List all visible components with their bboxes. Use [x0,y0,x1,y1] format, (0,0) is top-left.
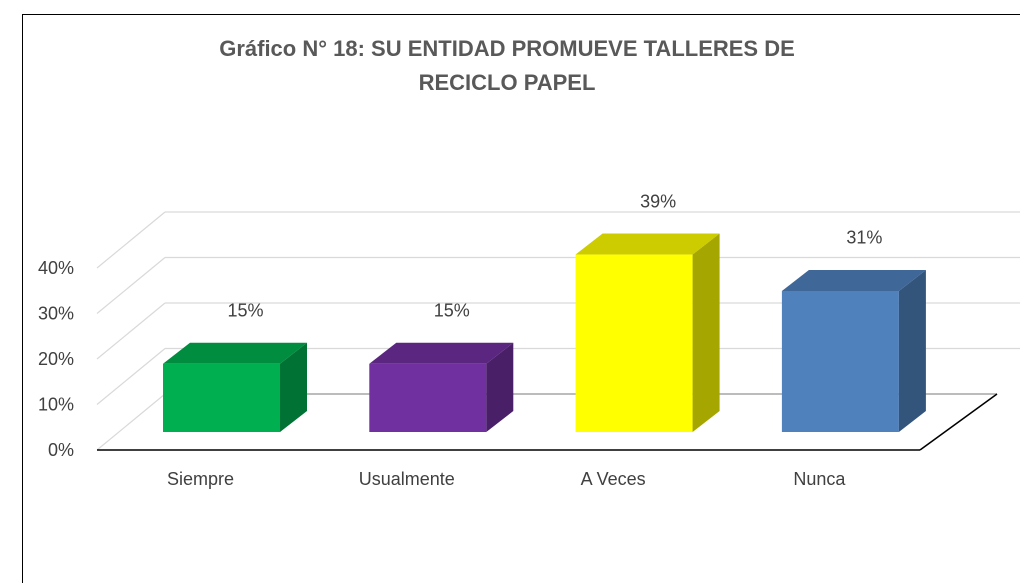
bar-top [369,342,514,364]
bar-side [280,342,307,432]
bar [575,254,693,432]
bar-side [898,269,926,432]
x-tick-label: Siempre [167,469,234,489]
x-tick-label: Usualmente [359,469,455,489]
bar-side [486,342,514,432]
y-tick-label: 20% [38,349,74,369]
bar [163,363,280,432]
grid-line [96,348,166,405]
x-tick-label: A Veces [581,469,646,489]
bar-side [692,233,720,432]
grid-line [96,211,166,269]
floor-left [96,393,166,451]
bar-top [575,233,720,255]
data-label: 15% [227,301,263,321]
bar-top [781,269,926,291]
y-tick-label: 40% [38,258,74,278]
y-tick-label: 30% [38,303,74,323]
data-label: 31% [846,228,882,248]
x-tick-label: Nunca [793,469,846,489]
bar [369,363,487,432]
data-label: 15% [434,301,470,321]
chart-title: Gráfico N° 18: SU ENTIDAD PROMUEVE TALLE… [219,36,795,61]
y-tick-label: 0% [48,440,74,460]
chart-title: RECICLO PAPEL [419,70,596,95]
y-tick-label: 10% [38,394,74,414]
grid-line [96,257,166,314]
bar [781,290,899,432]
data-label: 39% [640,191,676,211]
bar-top [163,342,307,364]
floor-right [919,393,998,451]
grid-line [96,302,166,360]
